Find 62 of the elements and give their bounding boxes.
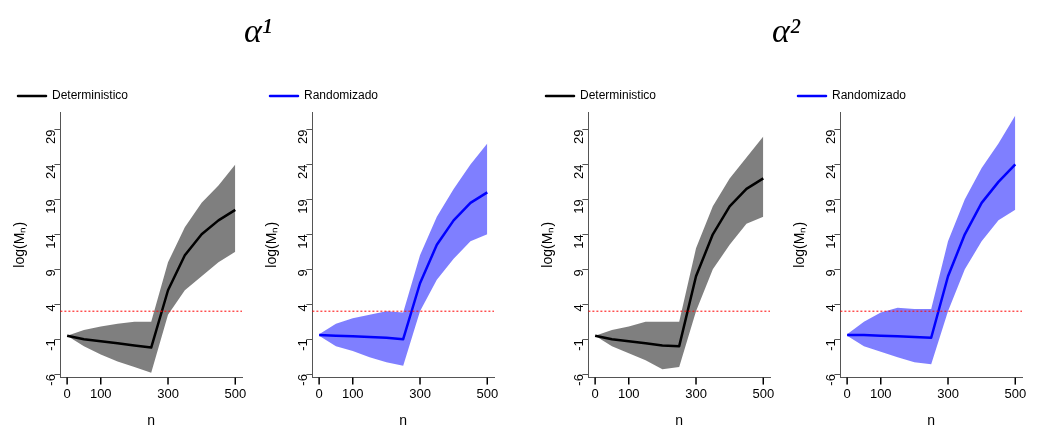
x-tick-label: 300 (937, 385, 959, 401)
y-tick-label: 19 (294, 199, 310, 214)
y-tick-label: -1 (570, 339, 586, 351)
y-tick-label: 9 (570, 269, 586, 277)
y-axis-title: log(Mₙ) (539, 221, 556, 268)
y-tick-label: 24 (822, 164, 838, 179)
y-tick-label: -1 (42, 339, 58, 351)
x-tick-label: 100 (617, 385, 640, 401)
x-axis-title: n (675, 412, 684, 429)
y-axis-title: log(Mₙ) (11, 221, 28, 268)
y-tick-label: 9 (42, 269, 58, 277)
x-axis-title: n (147, 412, 156, 429)
y-tick-label: 9 (822, 269, 838, 277)
y-tick-label: 29 (42, 129, 58, 144)
y-tick-label: 4 (822, 304, 838, 312)
legend-label: Randomizado (304, 88, 379, 103)
legend-label: Deterministico (52, 88, 129, 103)
chart-title: α² (771, 12, 801, 49)
y-tick-label: -6 (570, 374, 586, 386)
y-tick-label: 19 (42, 199, 58, 214)
y-tick-label: -1 (822, 339, 838, 351)
x-tick-label: 0 (315, 385, 323, 401)
y-tick-label: 19 (570, 199, 586, 214)
x-tick-label: 0 (63, 385, 71, 401)
x-tick-label: 500 (752, 385, 775, 401)
x-tick-label: 0 (843, 385, 851, 401)
x-tick-label: 500 (476, 385, 499, 401)
y-tick-label: -6 (294, 374, 310, 386)
x-tick-label: 300 (409, 385, 431, 401)
y-axis-title: log(Mₙ) (791, 221, 808, 268)
y-tick-label: 29 (570, 129, 586, 144)
x-tick-label: 500 (224, 385, 247, 401)
chart-title: α¹ (243, 12, 273, 49)
y-tick-label: 4 (570, 304, 586, 312)
x-axis-title: n (399, 412, 408, 429)
x-axis-title: n (927, 412, 936, 429)
y-tick-label: 4 (42, 304, 58, 312)
x-tick-label: 0 (591, 385, 599, 401)
x-tick-label: 500 (1004, 385, 1027, 401)
y-tick-label: -6 (822, 374, 838, 386)
y-tick-label: 24 (42, 164, 58, 179)
y-tick-label: 29 (822, 129, 838, 144)
y-tick-label: -6 (42, 374, 58, 386)
y-tick-label: 9 (294, 269, 310, 277)
y-axis-title: log(Mₙ) (263, 221, 280, 268)
x-tick-label: 300 (157, 385, 179, 401)
y-tick-label: 24 (570, 164, 586, 179)
legend-label: Deterministico (580, 88, 657, 103)
y-tick-label: 14 (822, 234, 838, 249)
y-tick-label: 24 (294, 164, 310, 179)
y-tick-label: 14 (42, 234, 58, 249)
x-tick-label: 100 (341, 385, 364, 401)
x-tick-label: 300 (685, 385, 707, 401)
y-tick-label: 4 (294, 304, 310, 312)
y-tick-label: -1 (294, 339, 310, 351)
y-tick-label: 19 (822, 199, 838, 214)
legend-label: Randomizado (832, 88, 907, 103)
x-tick-label: 100 (89, 385, 112, 401)
x-tick-label: 100 (869, 385, 892, 401)
y-tick-label: 14 (294, 234, 310, 249)
y-tick-label: 14 (570, 234, 586, 249)
y-tick-label: 29 (294, 129, 310, 144)
